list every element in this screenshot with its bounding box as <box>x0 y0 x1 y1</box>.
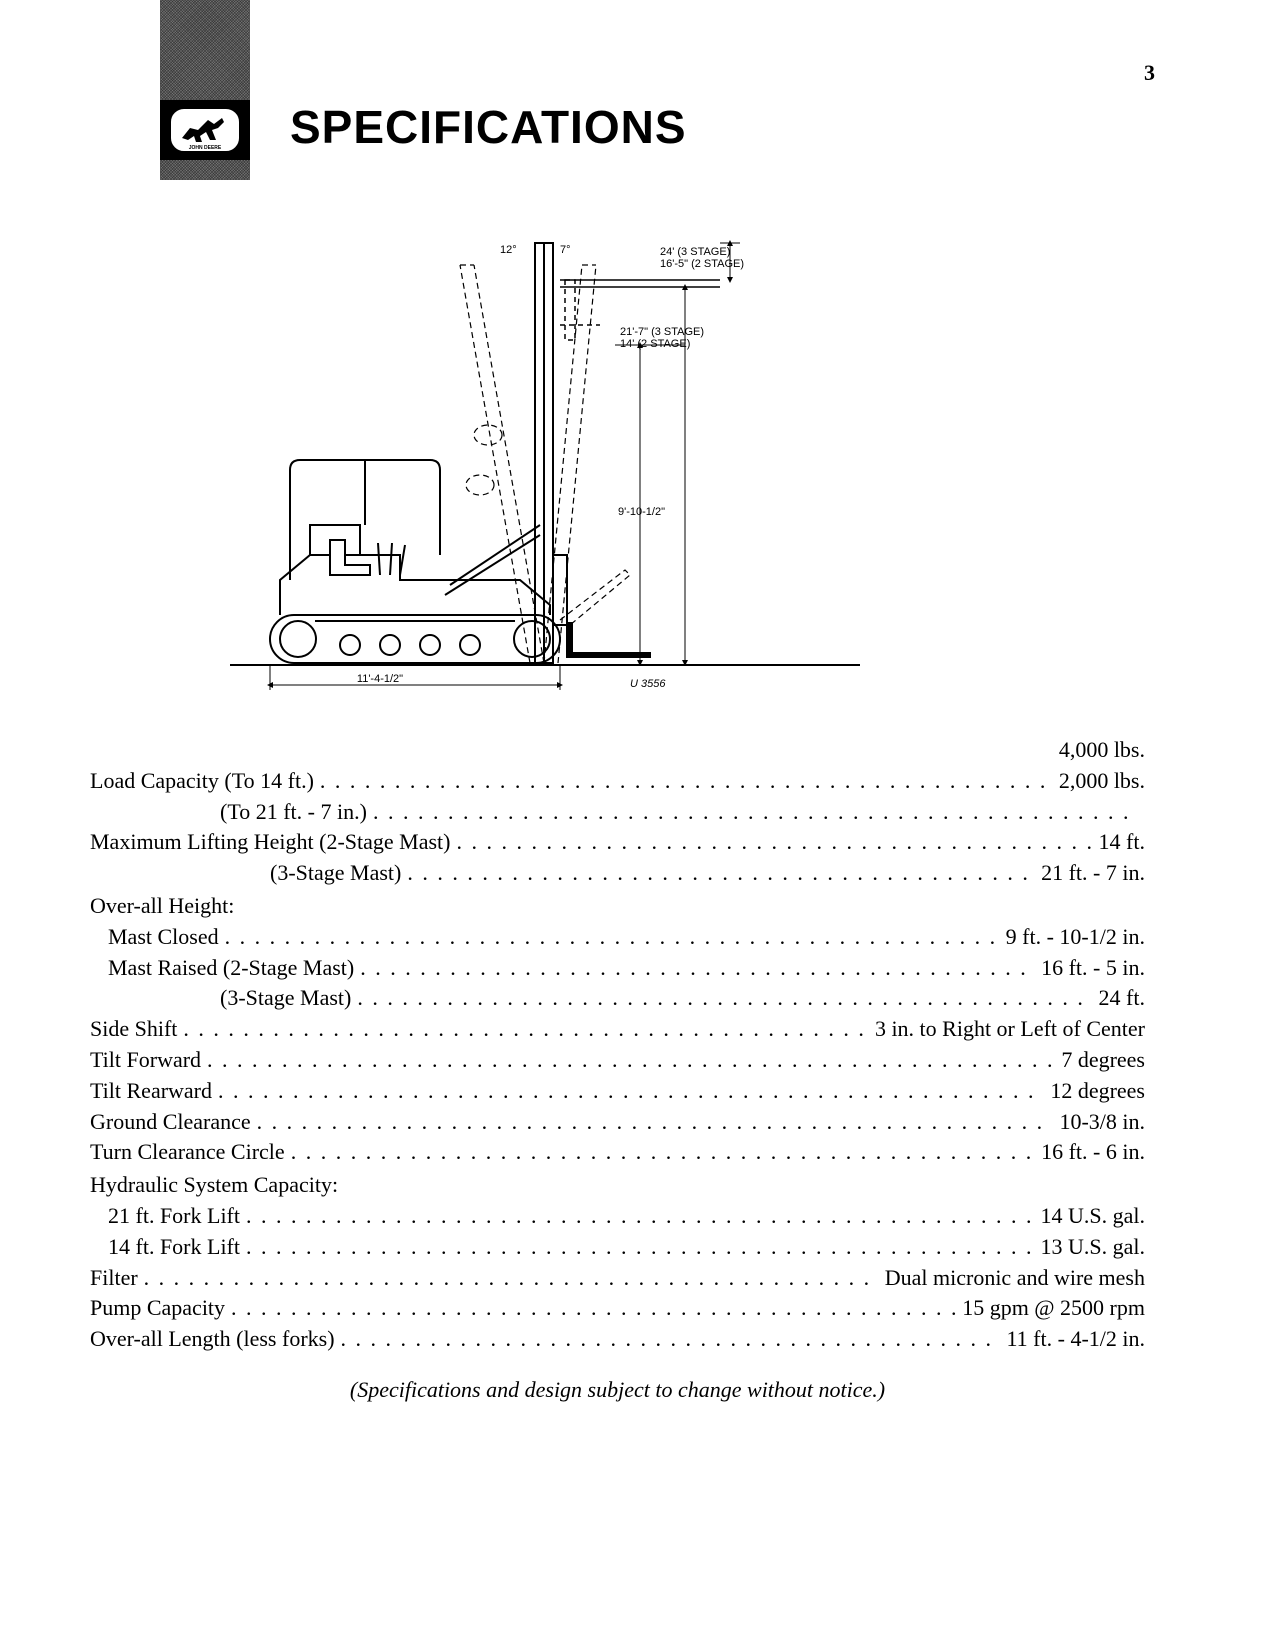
spec-row: Ground Clearance 10-3/8 in. <box>90 1107 1145 1138</box>
spec-value: 3 in. to Right or Left of Center <box>875 1014 1145 1045</box>
spec-label: Filter <box>90 1263 138 1294</box>
leader-dots <box>246 1232 1035 1263</box>
logo-badge: JOHN DEERE <box>160 100 250 160</box>
spec-value: 16 ft. - 6 in. <box>1041 1137 1145 1168</box>
spec-row: Hydraulic System Capacity: <box>90 1168 1145 1201</box>
spec-value: 2,000 lbs. <box>1059 766 1145 797</box>
spec-label: Maximum Lifting Height (2-Stage Mast) <box>90 827 451 858</box>
spec-label: Over-all Height: <box>90 891 234 922</box>
leader-dots <box>207 1045 1055 1076</box>
leader-dots <box>218 1076 1044 1107</box>
leader-dots <box>231 1293 956 1324</box>
spec-value: 24 ft. <box>1099 983 1145 1014</box>
spec-value: 14 ft. <box>1099 827 1145 858</box>
spec-label: Turn Clearance Circle <box>90 1137 285 1168</box>
spec-row: 4,000 lbs. <box>90 735 1145 766</box>
spec-row: Mast Closed 9 ft. - 10-1/2 in. <box>90 922 1145 953</box>
spec-value: 14 U.S. gal. <box>1041 1201 1146 1232</box>
notice: (Specifications and design subject to ch… <box>90 1375 1145 1406</box>
spec-value: 21 ft. - 7 in. <box>1041 858 1145 889</box>
spec-value: 16 ft. - 5 in. <box>1041 953 1145 984</box>
page: 3 JOHN DEERE SPECIFICATIONS <box>0 0 1275 1650</box>
spec-value: 7 degrees <box>1061 1045 1145 1076</box>
leader-dots <box>341 1324 1001 1355</box>
leader-dots <box>246 1201 1035 1232</box>
spec-row: Tilt Forward 7 degrees <box>90 1045 1145 1076</box>
leader-dots <box>291 1137 1035 1168</box>
spec-value: 11 ft. - 4-1/2 in. <box>1007 1324 1146 1355</box>
height-mid-label: 21'-7" (3 STAGE) 14' (2 STAGE) <box>620 326 707 350</box>
leader-dots <box>457 827 1093 858</box>
logo-text: JOHN DEERE <box>189 145 222 151</box>
spec-row: Pump Capacity 15 gpm @ 2500 rpm <box>90 1293 1145 1324</box>
spec-label: Mast Closed <box>90 922 219 953</box>
spec-row: Load Capacity (To 14 ft.) 2,000 lbs. <box>90 766 1145 797</box>
spec-value: Dual micronic and wire mesh <box>885 1263 1145 1294</box>
spec-label: Pump Capacity <box>90 1293 225 1324</box>
spec-row: Tilt Rearward 12 degrees <box>90 1076 1145 1107</box>
spec-label: Ground Clearance <box>90 1107 251 1138</box>
logo-block: JOHN DEERE <box>160 0 250 180</box>
spec-value: 9 ft. - 10-1/2 in. <box>1006 922 1145 953</box>
spec-row: Side Shift 3 in. to Right or Left of Cent… <box>90 1014 1145 1045</box>
leader-dots <box>357 983 1092 1014</box>
leader-dots <box>183 1014 869 1045</box>
spec-row: Filter Dual micronic and wire mesh <box>90 1263 1145 1294</box>
spec-label: Mast Raised (2-Stage Mast) <box>90 953 354 984</box>
spec-row: (To 21 ft. - 7 in.) <box>90 797 1145 828</box>
angle-fwd-label: 7° <box>560 244 571 256</box>
spec-row: Over-all Height: <box>90 889 1145 922</box>
length-base-label: 11'-4-1/2" <box>357 673 403 685</box>
logo-texture-bottom <box>160 160 250 180</box>
spec-label: Load Capacity (To 14 ft.) <box>90 766 314 797</box>
spec-row: Over-all Length (less forks) 11 ft. - 4-1… <box>90 1324 1145 1355</box>
deer-icon: JOHN DEERE <box>160 100 250 160</box>
logo-texture <box>160 0 250 100</box>
spec-value: 10-3/8 in. <box>1059 1107 1145 1138</box>
spec-label: Over-all Length (less forks) <box>90 1324 335 1355</box>
leader-dots <box>257 1107 1054 1138</box>
spec-label: Hydraulic System Capacity: <box>90 1170 338 1201</box>
forklift-diagram: 12° 7° 24' (3 STAGE) <box>220 225 900 705</box>
spec-row: (3-Stage Mast) 21 ft. - 7 in. <box>90 858 1145 889</box>
spec-label: 21 ft. Fork Lift <box>90 1201 240 1232</box>
figure-ref: U 3556 <box>630 678 666 690</box>
spec-label: (3-Stage Mast) <box>90 983 351 1014</box>
leader-dots <box>373 797 1139 828</box>
angle-back-label: 12° <box>500 244 517 256</box>
page-title: SPECIFICATIONS <box>290 100 687 154</box>
spec-label: Tilt Rearward <box>90 1076 212 1107</box>
spec-label: Side Shift <box>90 1014 177 1045</box>
spec-value: 4,000 lbs. <box>1059 735 1145 766</box>
specs-list: 4,000 lbs. Load Capacity (To 14 ft.) 2,000… <box>90 735 1145 1406</box>
spec-row: 14 ft. Fork Lift 13 U.S. gal. <box>90 1232 1145 1263</box>
leader-dots <box>360 953 1035 984</box>
spec-row: Mast Raised (2-Stage Mast) 16 ft. - 5 in. <box>90 953 1145 984</box>
spec-value: 12 degrees <box>1050 1076 1145 1107</box>
spec-value: 15 gpm @ 2500 rpm <box>962 1293 1145 1324</box>
spec-value: 13 U.S. gal. <box>1041 1232 1146 1263</box>
spec-row: Turn Clearance Circle 16 ft. - 6 in. <box>90 1137 1145 1168</box>
leader-dots <box>407 858 1035 889</box>
spec-label: (3-Stage Mast) <box>90 858 401 889</box>
leader-dots <box>225 922 1000 953</box>
page-number: 3 <box>1144 60 1155 86</box>
height-mast-label: 9'-10-1/2" <box>618 506 665 518</box>
leader-dots <box>144 1263 879 1294</box>
leader-dots <box>320 766 1053 797</box>
spec-row: Maximum Lifting Height (2-Stage Mast) 14 … <box>90 827 1145 858</box>
height-top-label: 24' (3 STAGE) 16'-5" (2 STAGE) <box>660 246 744 270</box>
spec-row: (3-Stage Mast) 24 ft. <box>90 983 1145 1014</box>
spec-row: 21 ft. Fork Lift 14 U.S. gal. <box>90 1201 1145 1232</box>
spec-label: Tilt Forward <box>90 1045 201 1076</box>
spec-label: (To 21 ft. - 7 in.) <box>90 797 367 828</box>
spec-label: 14 ft. Fork Lift <box>90 1232 240 1263</box>
